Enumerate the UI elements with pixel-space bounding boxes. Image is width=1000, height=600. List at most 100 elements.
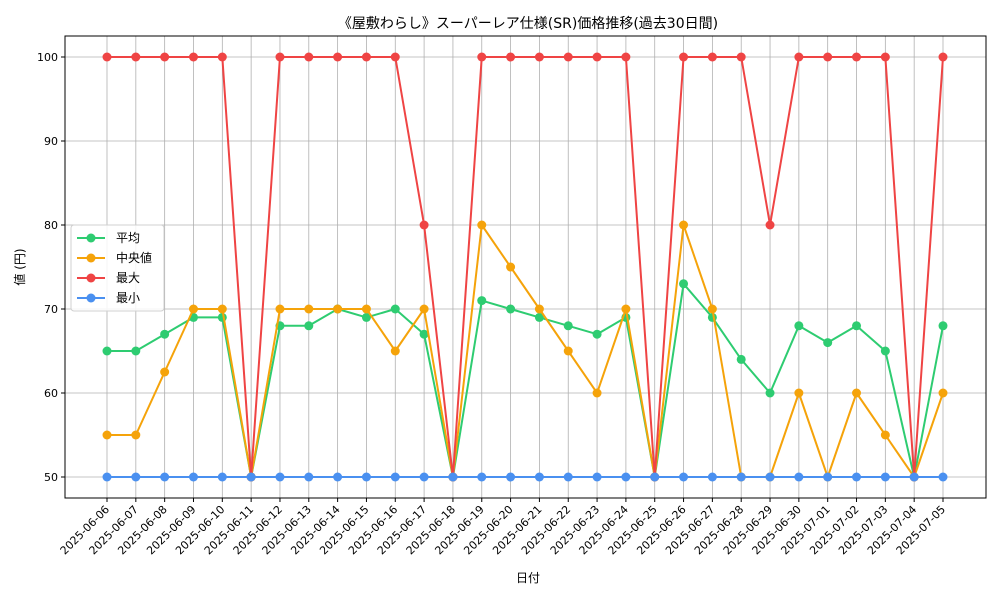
data-point (102, 52, 112, 62)
data-point (707, 304, 717, 314)
data-point (333, 472, 343, 482)
y-axis-label: 値 (円) (12, 248, 27, 285)
data-point (477, 52, 487, 62)
data-point (852, 321, 862, 331)
data-point (131, 472, 141, 482)
data-point (188, 304, 198, 314)
data-point (304, 304, 314, 314)
data-point (246, 472, 256, 482)
data-point (534, 312, 544, 322)
data-point (650, 472, 660, 482)
data-point (621, 52, 631, 62)
data-point (275, 304, 285, 314)
data-point (679, 472, 689, 482)
y-axis: 50 60 70 80 90 100 (37, 51, 65, 484)
data-point (477, 472, 487, 482)
data-point (361, 304, 371, 314)
data-point (275, 52, 285, 62)
y-tick-label: 80 (44, 219, 58, 232)
legend-label: 平均 (116, 231, 140, 245)
data-point (679, 279, 689, 289)
data-point (160, 329, 170, 339)
data-point (419, 304, 429, 314)
data-point (794, 321, 804, 331)
data-point (736, 354, 746, 364)
data-point (794, 472, 804, 482)
data-point (880, 472, 890, 482)
data-point (390, 472, 400, 482)
legend-swatch-marker (86, 293, 96, 303)
series-line (107, 56, 944, 478)
data-point (823, 338, 833, 348)
data-point (188, 472, 198, 482)
data-point (217, 472, 227, 482)
data-point (390, 304, 400, 314)
legend-item: 中央値 (77, 250, 152, 265)
data-point (707, 52, 717, 62)
legend-swatch-marker (86, 253, 96, 263)
data-point (909, 472, 919, 482)
data-point (938, 321, 948, 331)
data-point (333, 52, 343, 62)
data-point (419, 220, 429, 230)
data-point (823, 472, 833, 482)
legend-label: 中央値 (116, 250, 152, 265)
data-point (160, 367, 170, 377)
data-point (823, 52, 833, 62)
legend-label: 最大 (116, 271, 140, 285)
data-point (794, 388, 804, 398)
data-point (765, 220, 775, 230)
data-point (592, 329, 602, 339)
series-1 (102, 220, 948, 482)
data-point (102, 472, 112, 482)
data-point (880, 52, 890, 62)
data-point (534, 52, 544, 62)
data-point (592, 472, 602, 482)
data-point (304, 52, 314, 62)
data-point (852, 472, 862, 482)
chart-title: 《屋敷わらし》スーパーレア仕様(SR)価格推移(過去30日間) (338, 16, 718, 32)
data-point (361, 472, 371, 482)
y-tick-label: 70 (44, 303, 58, 316)
data-point (102, 430, 112, 440)
data-point (534, 304, 544, 314)
legend-box (70, 224, 165, 312)
data-point (679, 220, 689, 230)
data-point (131, 346, 141, 356)
data-point (131, 430, 141, 440)
plot-frame (64, 35, 987, 499)
y-tick-label: 60 (44, 387, 58, 400)
legend-item: 平均 (77, 231, 140, 245)
grid (65, 36, 986, 498)
data-point (592, 388, 602, 398)
data-point (621, 472, 631, 482)
data-point (217, 304, 227, 314)
series-line (107, 224, 944, 478)
data-point (390, 52, 400, 62)
data-point (563, 52, 573, 62)
series-layer (102, 52, 948, 482)
data-point (275, 472, 285, 482)
legend-swatch-marker (86, 233, 96, 243)
data-point (852, 388, 862, 398)
data-point (361, 312, 371, 322)
data-point (938, 472, 948, 482)
data-point (419, 329, 429, 339)
data-point (563, 321, 573, 331)
x-axis: 2025-06-062025-06-072025-06-082025-06-09… (58, 498, 948, 557)
data-point (563, 472, 573, 482)
data-point (938, 52, 948, 62)
series-0 (102, 279, 948, 482)
data-point (419, 472, 429, 482)
data-point (765, 472, 775, 482)
data-point (765, 388, 775, 398)
y-tick-label: 100 (37, 51, 58, 64)
data-point (621, 304, 631, 314)
data-point (707, 472, 717, 482)
data-point (506, 472, 516, 482)
legend-label: 最小 (116, 291, 140, 305)
data-point (880, 346, 890, 356)
y-tick-label: 50 (44, 471, 58, 484)
legend-item: 最小 (77, 291, 140, 305)
